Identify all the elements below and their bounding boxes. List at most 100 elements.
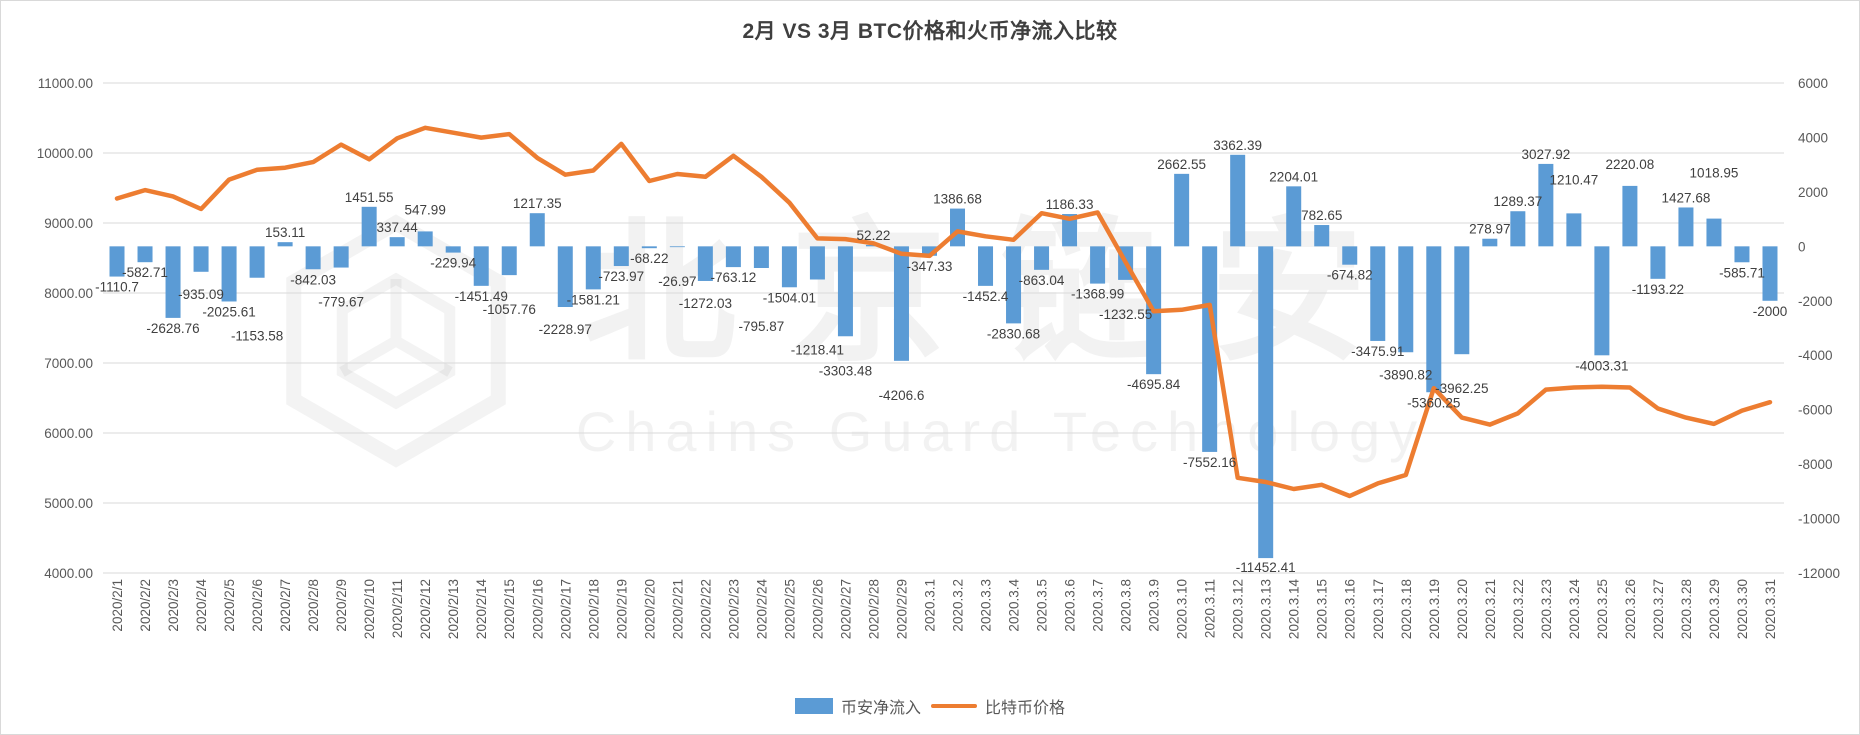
y-axis-right-label: -4000 bbox=[1798, 348, 1833, 363]
y-axis-right-label: -10000 bbox=[1798, 512, 1840, 527]
x-axis-label: 2020.3.8 bbox=[1119, 579, 1134, 632]
x-axis-label: 2020.3.6 bbox=[1063, 579, 1078, 632]
bar bbox=[389, 237, 405, 247]
bar bbox=[1314, 225, 1330, 247]
x-axis-label: 2020.3.4 bbox=[1007, 579, 1022, 632]
bar bbox=[1286, 186, 1302, 247]
bar-data-label: 2220.08 bbox=[1606, 157, 1655, 172]
bar bbox=[613, 246, 629, 267]
y-axis-left-label: 6000.00 bbox=[44, 426, 93, 441]
bar-data-label: 2662.55 bbox=[1157, 157, 1206, 172]
bar bbox=[893, 246, 909, 361]
bar bbox=[781, 246, 797, 288]
bar-data-label: -4003.31 bbox=[1575, 358, 1628, 373]
bar-data-label: -1232.55 bbox=[1099, 307, 1152, 322]
x-axis-label: 2020/2/24 bbox=[754, 579, 769, 640]
bar bbox=[1622, 185, 1638, 247]
bar bbox=[1734, 246, 1750, 263]
bar bbox=[1090, 246, 1106, 284]
x-axis-label: 2020/2/6 bbox=[250, 579, 265, 632]
bar bbox=[221, 246, 237, 302]
bar-data-label: 52.22 bbox=[857, 228, 891, 243]
bar-data-label: -2000 bbox=[1753, 304, 1788, 319]
legend: 币安净流入 比特币价格 bbox=[1, 694, 1859, 718]
x-axis-label: 2020/2/22 bbox=[698, 579, 713, 639]
y-axis-right-label: 6000 bbox=[1798, 76, 1828, 91]
bar-data-label: -1368.99 bbox=[1071, 287, 1124, 302]
bar bbox=[361, 206, 377, 247]
x-axis-label: 2020.3.14 bbox=[1287, 579, 1302, 640]
bar bbox=[417, 231, 433, 247]
x-axis-label: 2020.3.25 bbox=[1595, 579, 1610, 639]
y-axis-left-label: 7000.00 bbox=[44, 356, 93, 371]
bar-data-label: -1218.41 bbox=[791, 343, 844, 358]
bar-data-label: -1153.58 bbox=[231, 329, 283, 344]
bar bbox=[1482, 238, 1498, 247]
x-axis-label: 2020/2/19 bbox=[614, 579, 629, 639]
price-line bbox=[114, 125, 1773, 499]
y-axis-left-label: 5000.00 bbox=[44, 496, 93, 511]
x-axis-label: 2020/2/8 bbox=[306, 579, 321, 632]
y-axis-left-label: 4000.00 bbox=[44, 566, 93, 581]
bar-data-label: -1451.49 bbox=[455, 289, 508, 304]
watermark-cube-lines-icon bbox=[339, 279, 453, 377]
x-axis-label: 2020/2/28 bbox=[867, 579, 882, 639]
bar-data-label: -4695.84 bbox=[1127, 377, 1181, 392]
bar-data-label: -723.97 bbox=[598, 269, 644, 284]
x-axis-label: 2020.3.3 bbox=[979, 579, 994, 632]
bar bbox=[165, 246, 181, 318]
bar bbox=[249, 246, 265, 278]
y-axis-left-label: 8000.00 bbox=[44, 286, 93, 301]
watermark-text-en: Chains Guard Technology bbox=[576, 400, 1426, 463]
watermark-hexagon-inner-icon bbox=[336, 272, 456, 410]
bar bbox=[445, 246, 461, 253]
x-axis-label: 2020.3.27 bbox=[1651, 579, 1666, 639]
bar-data-label: -3475.91 bbox=[1351, 344, 1404, 359]
y-axis-left-label: 9000.00 bbox=[44, 216, 93, 231]
bar-data-label: 1217.35 bbox=[513, 196, 562, 211]
bar bbox=[557, 246, 573, 308]
bar-data-label: 2204.01 bbox=[1269, 169, 1318, 184]
y-axis-right-label: -8000 bbox=[1798, 457, 1833, 472]
bar bbox=[277, 242, 293, 247]
bar bbox=[1566, 213, 1582, 247]
x-axis-label: 2020/2/11 bbox=[390, 579, 405, 638]
bar bbox=[1678, 207, 1694, 247]
bar bbox=[809, 246, 825, 280]
bar-data-label: 1451.55 bbox=[345, 190, 394, 205]
y-axis-right-label: 2000 bbox=[1798, 185, 1828, 200]
legend-label-price: 比特币价格 bbox=[985, 700, 1066, 717]
watermark-hexagon-logo-icon bbox=[286, 214, 506, 468]
bar-data-label: -1272.03 bbox=[679, 296, 732, 311]
bar-data-label: 1186.33 bbox=[1046, 197, 1094, 212]
x-axis-label: 2020.3.2 bbox=[951, 579, 966, 632]
chart-title: 2月 VS 3月 BTC价格和火币净流入比较 bbox=[742, 20, 1118, 43]
bar bbox=[1510, 211, 1526, 247]
bar-data-label: -347.33 bbox=[907, 259, 953, 274]
y-axis-right-label: 0 bbox=[1798, 239, 1806, 254]
bar-data-label: -68.22 bbox=[630, 251, 668, 266]
x-axis-label: 2020.3.18 bbox=[1399, 579, 1414, 639]
x-axis-label: 2020/2/25 bbox=[782, 579, 797, 639]
x-axis-label: 2020.3.28 bbox=[1679, 579, 1694, 639]
bar bbox=[669, 246, 685, 248]
bar-data-label: -763.12 bbox=[710, 270, 756, 285]
x-axis-label: 2020/2/29 bbox=[895, 579, 910, 639]
bar bbox=[1650, 246, 1666, 279]
bar-data-label: -935.09 bbox=[178, 287, 224, 302]
bar bbox=[1594, 246, 1610, 356]
bar-data-label: -842.03 bbox=[290, 272, 336, 287]
bar-data-label: -5360.25 bbox=[1407, 395, 1460, 410]
bar-data-label: 1427.68 bbox=[1662, 190, 1711, 205]
bar-data-label: 547.99 bbox=[405, 202, 446, 217]
bar bbox=[305, 246, 321, 270]
bar bbox=[1370, 246, 1386, 341]
bar bbox=[753, 246, 769, 268]
bar bbox=[725, 246, 741, 268]
bar-data-label: -779.67 bbox=[318, 295, 364, 310]
x-axis-label: 2020/2/7 bbox=[278, 579, 293, 632]
bar bbox=[1258, 246, 1274, 559]
bar-data-label: -1504.01 bbox=[763, 290, 816, 305]
x-axis-label: 2020.3.20 bbox=[1455, 579, 1470, 639]
